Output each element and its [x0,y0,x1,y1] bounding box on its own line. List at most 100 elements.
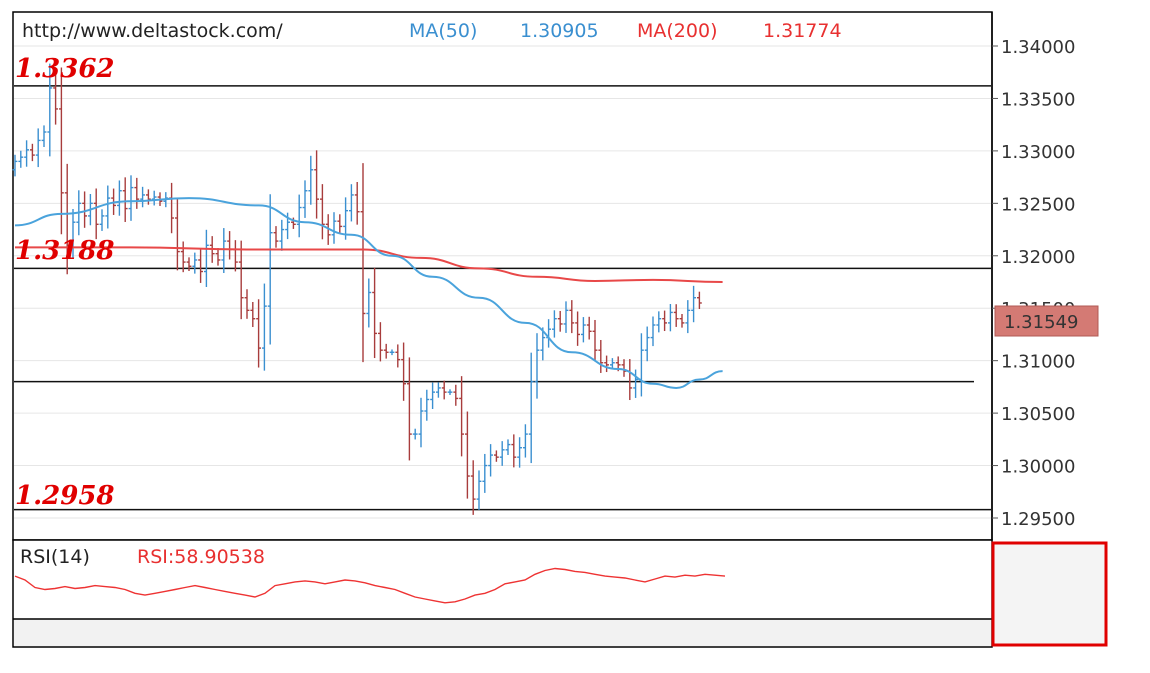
price-bar [447,389,453,395]
price-bar [192,252,198,274]
current-price-box [994,305,1099,337]
price-bar [302,180,308,218]
price-bar [59,67,64,235]
price-bar [331,212,337,244]
price-bar [517,437,522,468]
price-bar [650,316,656,347]
y-tick-label: 1.29500 [1001,509,1075,530]
price-bar [679,313,685,328]
price-bar [685,300,691,334]
level-low-label: 1.2958 [15,481,115,511]
price-bar [552,310,557,338]
rsi-bottom-band [14,619,991,646]
price-bar [35,128,41,168]
price-bar [668,304,673,332]
price-bar [395,344,401,368]
price-bar [523,424,528,458]
price-bar [128,175,134,221]
price-bar [476,470,482,510]
rsi-value-label: RSI:58.90538 [137,546,265,568]
price-bar [563,301,569,333]
price-bar [244,289,250,319]
rsi-line [14,567,726,604]
price-bar [401,342,406,401]
price-bar [465,411,470,499]
price-bar [633,369,638,398]
price-bar [354,182,360,225]
price-bar [18,150,24,168]
price-bar [470,460,476,515]
ma50-line [14,197,723,389]
price-bar [180,241,186,273]
price-bar [64,163,70,275]
rsi-label: RSI(14) [20,546,90,568]
y-tick-label: 1.30000 [1001,457,1075,478]
price-bar [117,180,122,216]
price-bar [93,188,99,240]
y-tick-label: 1.30500 [1001,404,1075,425]
price-bar [673,304,679,327]
price-bar [53,72,58,125]
price-bar [30,143,35,162]
price-bar [424,389,430,421]
price-bar [24,140,29,167]
price-bar [418,397,424,448]
ma200-value: 1.31774 [763,20,842,42]
price-bar [604,355,609,373]
price-bar [204,229,209,287]
price-bar [581,317,586,343]
price-bar [488,444,493,477]
price-bar [41,125,47,148]
price-bar [436,382,441,398]
price-bar [250,302,256,328]
price-bar [320,184,325,240]
price-bar [586,316,592,340]
price-bar [453,384,459,406]
price-bar [296,194,302,238]
price-bar [378,322,383,362]
price-bar [47,63,53,157]
y-tick-label: 1.32000 [1001,247,1075,268]
price-bar [598,339,604,373]
price-bar [372,267,377,359]
price-bar [592,319,598,362]
price-bar [511,434,517,468]
price-bar [557,310,563,332]
price-bar [540,327,546,361]
price-bar [146,189,151,205]
current-price-label: 1.31549 [1004,312,1078,333]
price-bar [494,450,499,462]
y-tick-label: 1.32500 [1001,194,1075,215]
price-bar [349,184,354,222]
price-bar [175,199,180,271]
price-bar [691,285,696,323]
price-bar [238,240,244,320]
price-bar [267,194,273,345]
rsi-axis-box [991,541,1108,647]
price-bar [186,257,192,271]
price-bar [314,150,319,219]
price-bar [459,376,464,457]
price-bar [389,349,395,356]
price-bar [337,214,343,234]
price-bar [99,209,105,231]
y-tick-label: 1.31000 [1001,352,1075,373]
price-bar [12,154,18,177]
price-bar [343,197,348,240]
price-bar [279,219,285,251]
level-mid-label: 1.3188 [15,236,115,266]
ma50-label: MA(50) [409,20,477,42]
source-url: http://www.deltastock.com/ [22,20,283,42]
price-bar [499,441,505,466]
price-bar [308,155,314,205]
price-bar [134,177,140,209]
price-bar [697,291,702,310]
price-bar [82,191,87,228]
price-bar [482,453,488,493]
price-bar [644,326,650,362]
price-bar [215,248,221,266]
price-bar [122,177,128,222]
price-bar [383,343,389,359]
